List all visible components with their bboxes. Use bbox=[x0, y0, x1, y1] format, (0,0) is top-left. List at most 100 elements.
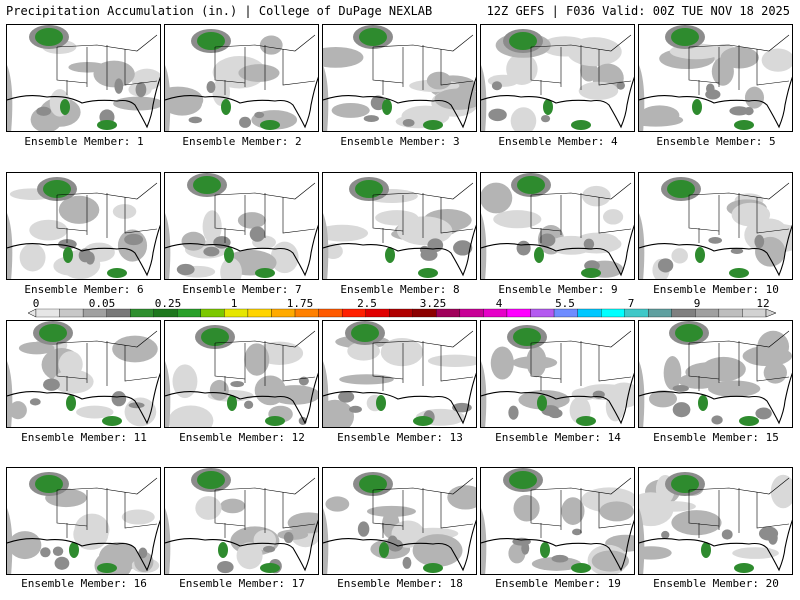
colorbar-swatch bbox=[35, 308, 60, 318]
ensemble-member-map bbox=[164, 320, 319, 428]
colorbar-swatch bbox=[577, 308, 602, 318]
precip-map-svg bbox=[165, 25, 318, 131]
ensemble-member-map bbox=[480, 320, 635, 428]
colorbar-tick-label: 3.25 bbox=[419, 297, 447, 310]
ensemble-member-map bbox=[322, 467, 477, 575]
ensemble-member-map bbox=[322, 24, 477, 132]
colorbar-swatch bbox=[341, 308, 366, 318]
ensemble-member-label: Ensemble Member: 18 bbox=[337, 577, 463, 590]
ensemble-member-map bbox=[164, 24, 319, 132]
ensemble-member-label: Ensemble Member: 20 bbox=[653, 577, 779, 590]
colorbar-swatch bbox=[130, 308, 154, 318]
ensemble-member-map bbox=[322, 172, 477, 280]
ensemble-member-label: Ensemble Member: 5 bbox=[656, 135, 776, 148]
ensemble-member-map bbox=[6, 172, 161, 280]
colorbar-swatch bbox=[318, 308, 343, 318]
precipitation-colorbar bbox=[27, 308, 777, 318]
precip-map-svg bbox=[481, 173, 634, 279]
map-title: Precipitation Accumulation (in.) | Colle… bbox=[6, 4, 433, 18]
precip-map-svg bbox=[639, 321, 792, 427]
colorbar-swatch bbox=[506, 308, 531, 318]
precip-map-svg bbox=[7, 321, 160, 427]
colorbar-swatch bbox=[530, 308, 555, 318]
ensemble-member-label: Ensemble Member: 12 bbox=[179, 431, 305, 444]
ensemble-member-label: Ensemble Member: 17 bbox=[179, 577, 305, 590]
colorbar-tick-label: 9 bbox=[693, 297, 701, 310]
precip-map-svg bbox=[639, 468, 792, 574]
model-run-info: 12Z GEFS | F036 Valid: 00Z TUE NOV 18 20… bbox=[486, 4, 790, 18]
colorbar-swatch bbox=[624, 308, 649, 318]
ensemble-member-map bbox=[6, 467, 161, 575]
ensemble-member-label: Ensemble Member: 10 bbox=[653, 283, 779, 296]
precip-map-svg bbox=[323, 25, 476, 131]
ensemble-member-label: Ensemble Member: 2 bbox=[182, 135, 302, 148]
colorbar-swatch bbox=[695, 308, 720, 318]
ensemble-member-map bbox=[638, 467, 793, 575]
precip-map-svg bbox=[165, 173, 318, 279]
colorbar-swatch bbox=[106, 308, 131, 318]
precip-map-svg bbox=[323, 173, 476, 279]
ensemble-member-label: Ensemble Member: 11 bbox=[21, 431, 147, 444]
colorbar-swatch bbox=[294, 308, 319, 318]
ensemble-member-label: Ensemble Member: 4 bbox=[498, 135, 618, 148]
precip-map-svg bbox=[481, 321, 634, 427]
ensemble-member-label: Ensemble Member: 19 bbox=[495, 577, 621, 590]
ensemble-member-map bbox=[164, 467, 319, 575]
colorbar-tick-label: 12 bbox=[756, 297, 770, 310]
ensemble-member-label: Ensemble Member: 1 bbox=[24, 135, 144, 148]
colorbar-tick-label: 0.25 bbox=[154, 297, 182, 310]
colorbar-tick-labels: 0 0.05 0.25 1 1.75 2.5 3.25 4 5.5 7 9 12 bbox=[0, 297, 800, 310]
colorbar-swatch bbox=[224, 308, 249, 318]
ensemble-member-label: Ensemble Member: 7 bbox=[182, 283, 302, 296]
colorbar-tick-label: 1 bbox=[230, 297, 238, 310]
precip-map-svg bbox=[165, 321, 318, 427]
ensemble-member-map bbox=[480, 172, 635, 280]
precip-map-svg bbox=[7, 173, 160, 279]
colorbar-swatch bbox=[177, 308, 201, 318]
colorbar-swatch bbox=[742, 308, 767, 318]
ensemble-member-label: Ensemble Member: 15 bbox=[653, 431, 779, 444]
colorbar-swatch bbox=[365, 308, 390, 318]
colorbar-tick-label: 0 bbox=[32, 297, 40, 310]
ensemble-member-label: Ensemble Member: 8 bbox=[340, 283, 460, 296]
colorbar-swatch bbox=[459, 308, 484, 318]
colorbar-swatch bbox=[412, 308, 437, 318]
colorbar-tick-label: 7 bbox=[627, 297, 635, 310]
colorbar-swatch bbox=[718, 308, 743, 318]
precip-map-svg bbox=[7, 25, 160, 131]
precip-map-svg bbox=[481, 468, 634, 574]
ensemble-member-map bbox=[480, 24, 635, 132]
colorbar-swatch bbox=[153, 308, 178, 318]
colorbar-swatch bbox=[82, 308, 107, 318]
colorbar-swatch bbox=[436, 308, 461, 318]
ensemble-member-map bbox=[6, 320, 161, 428]
colorbar-swatch bbox=[59, 308, 84, 318]
colorbar-swatch bbox=[271, 308, 296, 318]
ensemble-member-map bbox=[638, 24, 793, 132]
colorbar-tick-label: 2.5 bbox=[357, 297, 377, 310]
ensemble-member-label: Ensemble Member: 9 bbox=[498, 283, 618, 296]
ensemble-member-label: Ensemble Member: 16 bbox=[21, 577, 147, 590]
precip-map-svg bbox=[7, 468, 160, 574]
ensemble-member-map bbox=[164, 172, 319, 280]
ensemble-member-label: Ensemble Member: 3 bbox=[340, 135, 460, 148]
ensemble-member-label: Ensemble Member: 13 bbox=[337, 431, 463, 444]
ensemble-member-label: Ensemble Member: 6 bbox=[24, 283, 144, 296]
colorbar-tick-label: 5.5 bbox=[555, 297, 575, 310]
ensemble-member-map bbox=[638, 172, 793, 280]
colorbar-swatch bbox=[200, 308, 225, 318]
ensemble-member-label: Ensemble Member: 14 bbox=[495, 431, 621, 444]
precip-map-svg bbox=[323, 321, 476, 427]
colorbar-swatch bbox=[389, 308, 413, 318]
precip-map-svg bbox=[323, 468, 476, 574]
colorbar-tick-label: 0.05 bbox=[88, 297, 116, 310]
colorbar-swatch bbox=[553, 308, 578, 318]
precip-map-svg bbox=[639, 25, 792, 131]
ensemble-member-map bbox=[480, 467, 635, 575]
colorbar-swatch bbox=[483, 308, 508, 318]
precip-map-svg bbox=[165, 468, 318, 574]
colorbar-tick-label: 4 bbox=[495, 297, 503, 310]
ensemble-member-map bbox=[322, 320, 477, 428]
colorbar-swatch bbox=[601, 308, 625, 318]
ensemble-member-map bbox=[6, 24, 161, 132]
